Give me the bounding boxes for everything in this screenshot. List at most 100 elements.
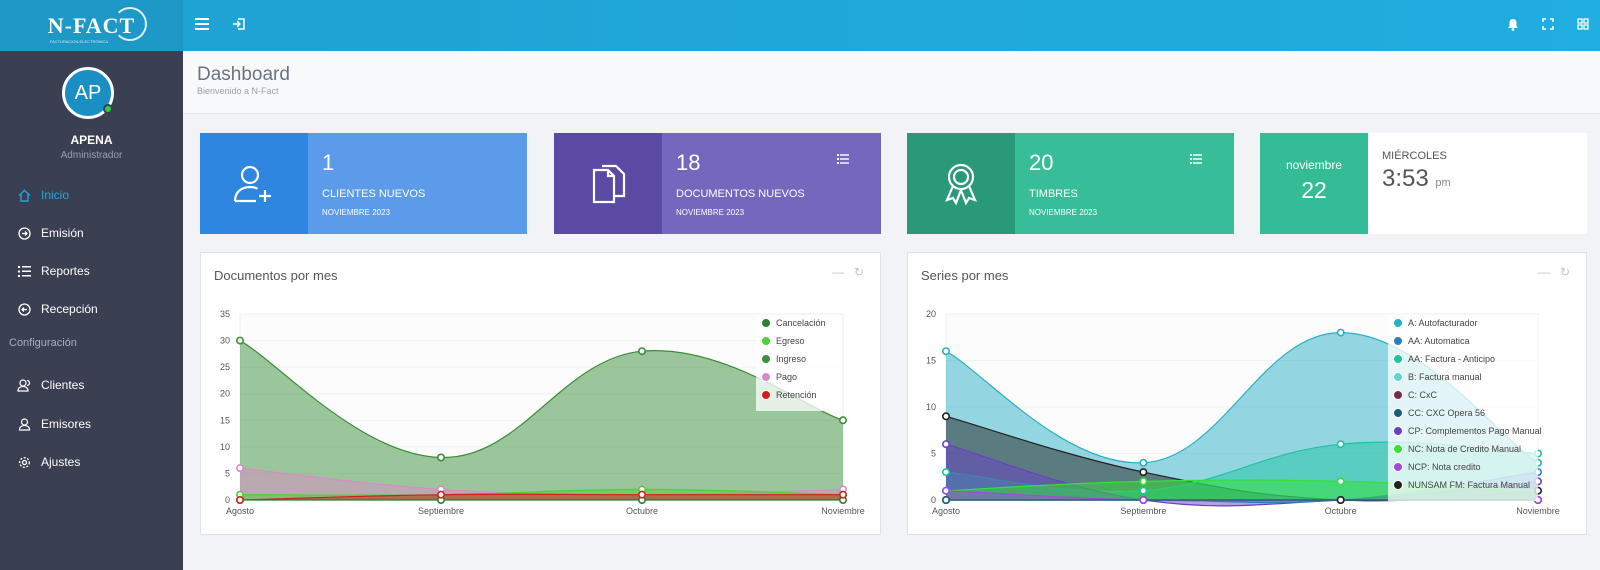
y-tick-label: 0 <box>225 495 230 505</box>
data-point <box>437 453 446 462</box>
list-icon[interactable] <box>1190 154 1202 164</box>
stat-card-timbres[interactable]: 20 TIMBRES NOVIEMBRE 2023 <box>907 133 1234 234</box>
sidebar-item-reportes[interactable]: Reportes <box>0 253 183 289</box>
x-tick-label: Septiembre <box>418 506 464 516</box>
legend-swatch <box>1393 336 1403 346</box>
page-subtitle: Bienvenido a N-Fact <box>197 86 279 96</box>
series-line <box>239 493 843 501</box>
data-point <box>838 416 847 425</box>
refresh-icon[interactable]: ↻ <box>853 265 864 279</box>
fullscreen-icon[interactable] <box>1538 14 1558 34</box>
data-point <box>1336 440 1345 449</box>
avatar[interactable]: AP <box>62 67 114 119</box>
legend-label: NC: Nota de Credito Manual <box>1408 444 1521 454</box>
legend-swatch <box>1393 444 1403 454</box>
clock-time-value: 3:53 <box>1382 165 1429 192</box>
nav-section-configuracion: Configuración <box>9 337 77 349</box>
series-chart: 0 5 10 15 20 Agosto Septiembre Octubre Noviembre… <box>926 309 1560 516</box>
y-tick-label: 35 <box>220 309 230 319</box>
legend-swatch <box>1393 318 1403 328</box>
page-title: Dashboard <box>197 64 290 85</box>
home-icon <box>17 188 31 202</box>
panel-title: Series por mes <box>921 268 1009 283</box>
legend-label: A: Autofacturador <box>1408 318 1478 328</box>
sidebar-item-label: Inicio <box>41 188 70 202</box>
x-tick-label: Septiembre <box>1120 506 1166 516</box>
logo: N-FACT FACTURACION ELECTRONICA <box>48 6 148 44</box>
sidebar-item-emisores[interactable]: Emisores <box>0 406 183 442</box>
refresh-icon[interactable]: ↻ <box>1559 265 1570 279</box>
sidebar-item-label: Clientes <box>41 378 85 392</box>
legend-swatch <box>761 336 771 346</box>
users-icon <box>17 378 31 392</box>
minimize-icon[interactable]: — <box>831 265 844 279</box>
x-tick-label: Octubre <box>1325 506 1357 516</box>
legend-label: CC: CXC Opera 56 <box>1408 408 1485 418</box>
sidebar-item-clientes[interactable]: Clientes <box>0 367 183 403</box>
sidebar: AP APENA Administrador Inicio Emisión Re… <box>0 51 183 570</box>
stat-card-documentos[interactable]: 18 DOCUMENTOS NUEVOS NOVIEMBRE 2023 <box>554 133 881 234</box>
date-weekday: MIÉRCOLES <box>1382 150 1447 162</box>
stat-label: CLIENTES NUEVOS <box>322 188 426 200</box>
stat-value: 20 <box>1029 150 1054 175</box>
logo-tagline: FACTURACION ELECTRONICA <box>49 38 108 44</box>
legend-swatch <box>1393 426 1403 436</box>
legend-box <box>1388 315 1538 501</box>
date-box: noviembre 22 <box>1260 133 1368 234</box>
data-point <box>235 336 244 345</box>
data-point <box>941 347 950 356</box>
logo-arc-icon <box>113 6 148 41</box>
date-day: 22 <box>1301 177 1327 203</box>
sidebar-item-label: Emisores <box>41 417 92 431</box>
data-point <box>637 490 646 499</box>
legend-label: Pago <box>776 372 797 382</box>
bell-icon[interactable] <box>1503 14 1523 34</box>
list-icon <box>17 264 31 278</box>
date-time-card: noviembre 22 MIÉRCOLES 3:53 pm <box>1260 133 1587 234</box>
legend-swatch <box>761 354 771 364</box>
legend-label: AA: Automatica <box>1408 336 1470 346</box>
legend-label: C: CxC <box>1408 390 1438 400</box>
y-tick-label: 20 <box>220 389 230 399</box>
data-point <box>1139 486 1148 495</box>
sidebar-item-recepcion[interactable]: Recepción <box>0 291 183 327</box>
stat-label: TIMBRES <box>1029 188 1078 200</box>
data-point <box>941 496 950 505</box>
data-point <box>838 490 847 499</box>
panel-tools: — ↻ <box>832 265 864 279</box>
series-area <box>240 340 843 500</box>
list-icon[interactable] <box>837 154 849 164</box>
minimize-icon[interactable]: — <box>1537 265 1550 279</box>
y-tick-label: 30 <box>220 336 230 346</box>
sidebar-item-inicio[interactable]: Inicio <box>0 177 183 213</box>
legend-label: Ingreso <box>776 354 806 364</box>
legend-swatch <box>761 390 771 400</box>
date-month: noviembre <box>1285 158 1343 172</box>
legend-swatch <box>1393 408 1403 418</box>
legend-swatch <box>1393 480 1403 490</box>
documents-icon <box>554 133 662 234</box>
data-point <box>941 486 950 495</box>
sidebar-item-ajustes[interactable]: Ajustes <box>0 444 183 480</box>
panel-title: Documentos por mes <box>214 268 338 283</box>
documentos-chart: 0 5 10 15 20 25 30 35 Agosto Septiembre Octubre Nov… <box>220 309 865 516</box>
panel-tools: — ↻ <box>1538 265 1570 279</box>
data-point <box>437 490 446 499</box>
sidebar-item-label: Ajustes <box>41 455 81 469</box>
sidebar-item-emision[interactable]: Emisión <box>0 215 183 251</box>
user-name: APENA <box>70 133 113 147</box>
series-line <box>239 340 844 459</box>
x-tick-label: Octubre <box>626 506 658 516</box>
grid-apps-icon[interactable] <box>1573 14 1593 34</box>
stat-card-clientes[interactable]: 1 CLIENTES NUEVOS NOVIEMBRE 2023 <box>200 133 527 234</box>
content-header: Dashboard Bienvenido a N-Fact <box>183 51 1600 114</box>
data-point <box>1139 468 1148 477</box>
stat-period: NOVIEMBRE 2023 <box>322 208 391 217</box>
x-tick-label: Agosto <box>226 506 254 516</box>
sign-out-icon[interactable] <box>229 14 249 34</box>
x-tick-label: Noviembre <box>1516 506 1560 516</box>
menu-toggle-icon[interactable] <box>192 14 212 34</box>
y-tick-label: 0 <box>931 495 936 505</box>
stat-label: DOCUMENTOS NUEVOS <box>676 188 805 200</box>
logo-area[interactable]: N-FACT FACTURACION ELECTRONICA <box>0 0 183 51</box>
